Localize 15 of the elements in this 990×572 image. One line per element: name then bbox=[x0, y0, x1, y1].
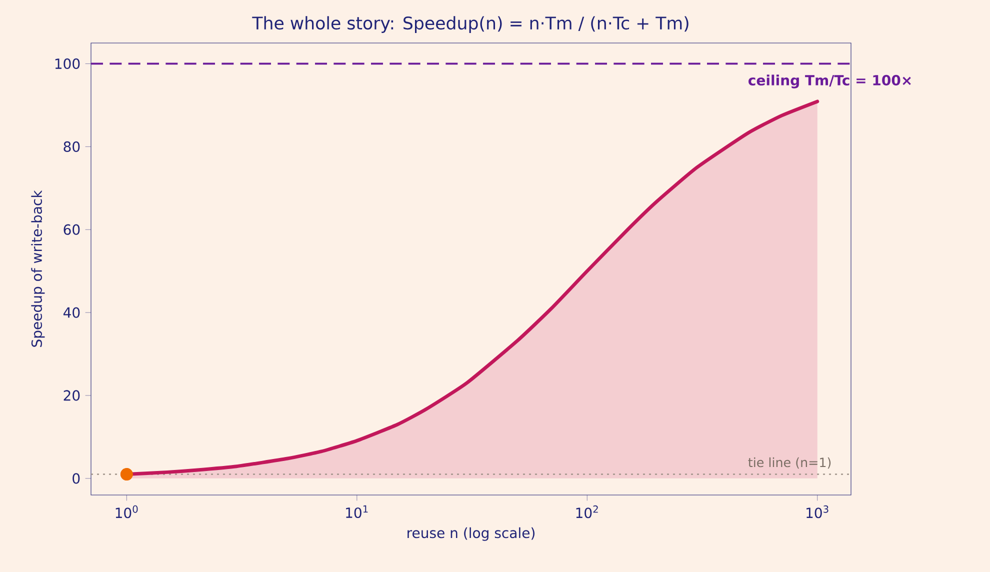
x-tick-label: 10$^{2}$ bbox=[576, 505, 598, 518]
y-tick-label: 20 bbox=[64, 390, 80, 401]
ref-line-label: ceiling Tm/Tc = 100× bbox=[748, 74, 911, 88]
y-tick-label: 80 bbox=[64, 141, 80, 152]
x-tick-label: 10$^{3}$ bbox=[806, 505, 828, 518]
y-tick-label: 60 bbox=[64, 224, 80, 235]
x-axis-title: reuse n (log scale) bbox=[408, 527, 535, 541]
y-tick-label: 40 bbox=[63, 307, 80, 318]
x-tick-label: 10$^{0}$ bbox=[116, 505, 138, 518]
y-axis-title: Speedup of write-back bbox=[31, 190, 45, 347]
y-tick-label: 0 bbox=[72, 473, 80, 484]
y-tick-label: 100 bbox=[55, 58, 80, 70]
x-tick-label: 10$^{1}$ bbox=[346, 505, 368, 518]
chart-title: The whole story: Speedup(n) = n·Tm / (n·Tc + Tm) bbox=[252, 16, 688, 33]
ref-line-label: tie line (n=1) bbox=[748, 457, 831, 469]
